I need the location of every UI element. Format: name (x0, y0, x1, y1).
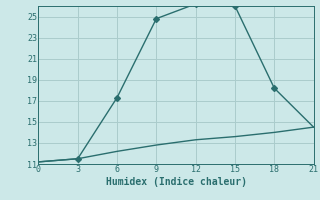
X-axis label: Humidex (Indice chaleur): Humidex (Indice chaleur) (106, 177, 246, 187)
